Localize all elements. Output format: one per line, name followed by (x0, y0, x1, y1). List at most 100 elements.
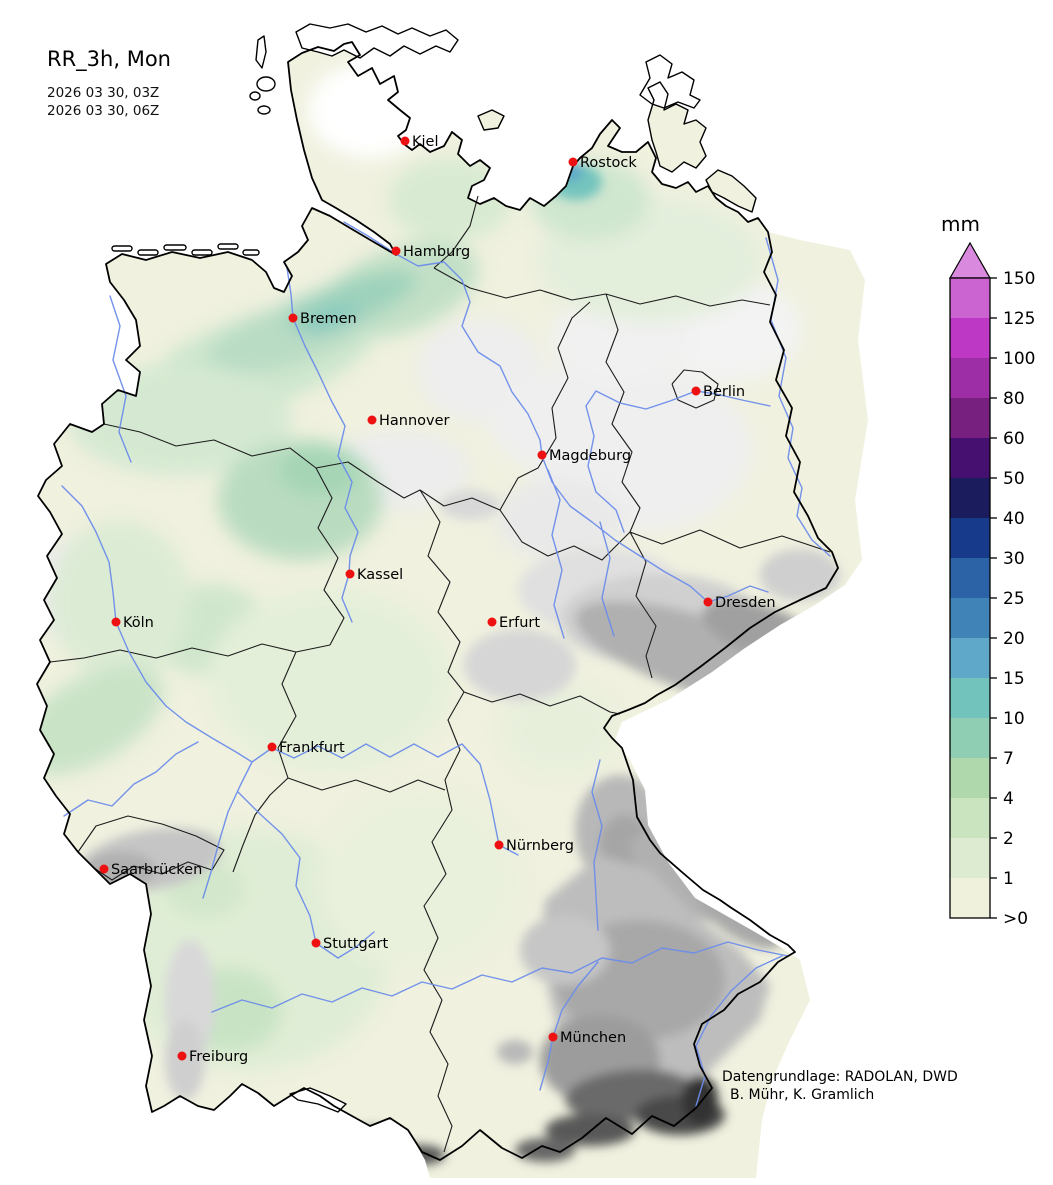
city-marker-Nürnberg (494, 840, 504, 850)
valid-to: 2026 03 30, 06Z (47, 102, 160, 119)
colorbar-segment (950, 598, 990, 638)
fehmarn-island (478, 110, 504, 130)
city-marker-Magdeburg (537, 450, 547, 460)
valid-time-range: 2026 03 30, 03Z 2026 03 30, 06Z (47, 85, 171, 120)
city-marker-Freiburg (177, 1051, 187, 1061)
germany-border (36, 41, 839, 1161)
pellworm-island (257, 105, 271, 115)
frisian-island (111, 245, 133, 252)
city-marker-Bremen (288, 313, 298, 323)
amrum-island (249, 91, 261, 101)
colorbar-segment (950, 438, 990, 478)
colorbar-segment (950, 318, 990, 358)
city-label-Berlin: Berlin (703, 384, 745, 400)
colorbar-segment (950, 478, 990, 518)
city-marker-Saarbrücken (99, 864, 109, 874)
attribution-authors: B. Mühr, K. Gramlich (730, 1087, 875, 1104)
colorbar-segment (950, 638, 990, 678)
city-label-Nürnberg: Nürnberg (506, 838, 574, 854)
state-borders (49, 195, 831, 1153)
colorbar-tick-label: 1 (1003, 869, 1014, 889)
attribution: Datengrundlage: RADOLAN, DWD B. Mühr, K.… (722, 1068, 958, 1105)
colorbar-segment (950, 878, 990, 918)
frisian-island (242, 249, 260, 256)
city-label-Stuttgart: Stuttgart (323, 936, 389, 952)
usedom-island (706, 170, 756, 212)
danish-isles-outline (639, 54, 701, 109)
colorbar-tick-label: 60 (1003, 429, 1025, 449)
colorbar-tick-label: >0 (1003, 909, 1028, 929)
city-label-Frankfurt: Frankfurt (279, 740, 345, 756)
colorbar-tick-label: 10 (1003, 709, 1025, 729)
foehr-island (256, 76, 276, 92)
colorbar-tick-label: 30 (1003, 549, 1025, 569)
city-label-Hamburg: Hamburg (403, 244, 470, 260)
colorbar-segment (950, 278, 990, 318)
city-label-Freiburg: Freiburg (189, 1049, 248, 1065)
city-label-Magdeburg: Magdeburg (549, 448, 631, 464)
frisian-island (163, 244, 187, 251)
city-label-Saarbrücken: Saarbrücken (111, 862, 202, 878)
city-label-Rostock: Rostock (580, 155, 637, 171)
map-title: RR_3h, Mon (47, 47, 171, 71)
frisian-island (217, 243, 239, 250)
colorbar-segment (950, 758, 990, 798)
city-marker-Erfurt (487, 617, 497, 627)
colorbar-tick-label: 50 (1003, 469, 1025, 489)
colorbar-segment (950, 838, 990, 878)
colorbar-segment (950, 398, 990, 438)
city-label-Köln: Köln (123, 615, 154, 631)
lake-constance (289, 1087, 347, 1113)
city-marker-Hannover (367, 415, 377, 425)
cities-layer: Kiel Rostock Hamburg Bremen Berlin Hannover Ma… (99, 134, 776, 1065)
denmark-outline (295, 23, 459, 59)
city-marker-Dresden (703, 597, 713, 607)
city-label-Kassel: Kassel (357, 567, 403, 583)
colorbar-tick-label: 2 (1003, 829, 1014, 849)
city-marker-Hamburg (391, 246, 401, 256)
city-label-Hannover: Hannover (379, 413, 450, 429)
rain-patches (37, 158, 762, 1072)
city-label-Erfurt: Erfurt (499, 615, 540, 631)
colorbar-tick-label: 80 (1003, 389, 1025, 409)
colorbar-segment (950, 358, 990, 398)
city-label-München: München (560, 1030, 626, 1046)
city-label-Bremen: Bremen (300, 311, 357, 327)
city-marker-Kassel (345, 569, 355, 579)
colorbar-tick-label: 100 (1003, 349, 1035, 369)
colorbar-tick-label: 25 (1003, 589, 1025, 609)
city-marker-Stuttgart (311, 938, 321, 948)
sylt-island (255, 35, 267, 69)
colorbar: 150 125 100 80 60 50 40 30 25 20 15 10 7 4 2 1 >0 (948, 241, 1035, 929)
rivers (61, 221, 831, 1107)
island-borders (477, 81, 757, 213)
colorbar-tick-label: 150 (1003, 269, 1035, 289)
frisian-island (137, 249, 159, 256)
city-marker-Rostock (568, 157, 578, 167)
city-marker-München (548, 1032, 558, 1042)
city-marker-Berlin (691, 386, 701, 396)
colorbar-unit-label: mm (941, 212, 980, 236)
colorbar-extend-arrow (948, 241, 992, 279)
colorbar-tick-label: 7 (1003, 749, 1014, 769)
map-title-block: RR_3h, Mon 2026 03 30, 03Z 2026 03 30, 0… (47, 47, 171, 120)
city-marker-Frankfurt (267, 742, 277, 752)
colorbar-tick-label: 125 (1003, 309, 1035, 329)
city-marker-Köln (111, 617, 121, 627)
colorbar-segment (950, 518, 990, 558)
colorbar-tick-label: 15 (1003, 669, 1025, 689)
colorbar-tick-label: 20 (1003, 629, 1025, 649)
colorbar-segment (950, 718, 990, 758)
city-label-Dresden: Dresden (715, 595, 776, 611)
city-label-Kiel: Kiel (412, 134, 439, 150)
city-marker-Kiel (400, 136, 410, 146)
colorbar-segment (950, 798, 990, 838)
colorbar-tick-label: 40 (1003, 509, 1025, 529)
colorbar-segment (950, 678, 990, 718)
colorbar-tick-label: 4 (1003, 789, 1014, 809)
attribution-source: Datengrundlage: RADOLAN, DWD (722, 1069, 958, 1085)
frisian-island (191, 249, 213, 256)
valid-from: 2026 03 30, 03Z (47, 85, 160, 102)
